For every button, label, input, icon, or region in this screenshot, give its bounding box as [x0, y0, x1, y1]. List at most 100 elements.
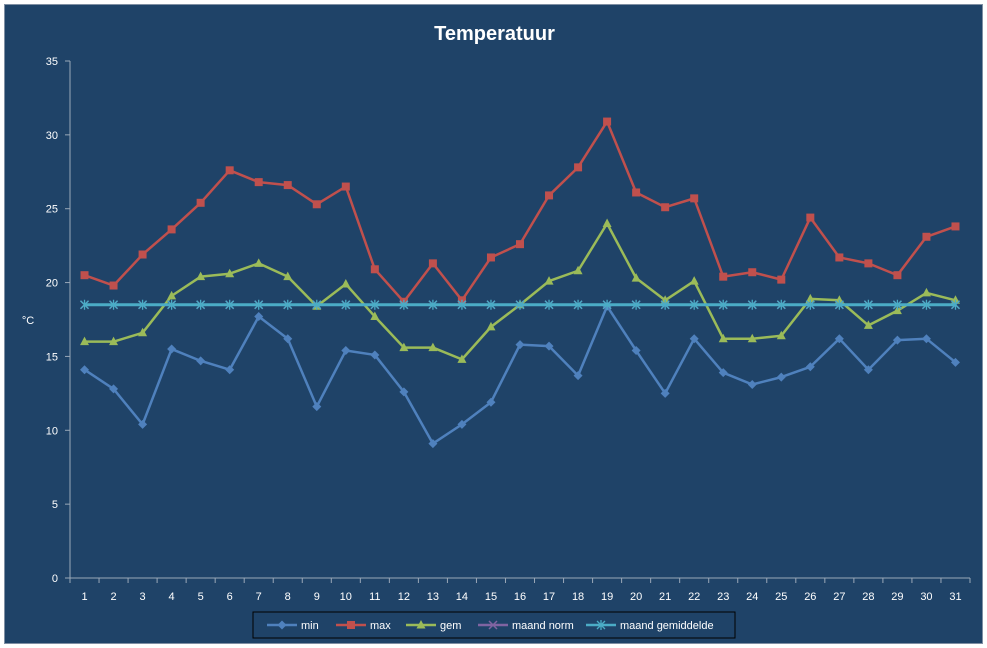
x-tick-label: 28	[862, 591, 874, 603]
data-point	[922, 232, 931, 241]
x-tick-label: 29	[891, 591, 903, 603]
data-point	[283, 181, 292, 190]
data-point	[80, 299, 89, 310]
data-point	[747, 333, 757, 343]
data-point	[545, 191, 554, 200]
legend-item: min	[267, 620, 319, 632]
x-tick-label: 19	[601, 591, 613, 603]
data-point	[167, 299, 177, 310]
data-point	[138, 250, 147, 259]
x-tick-label: 7	[256, 591, 262, 603]
data-point	[893, 271, 902, 280]
data-point	[776, 372, 786, 382]
data-point	[457, 299, 467, 310]
y-tick-label: 10	[46, 425, 58, 437]
x-tick-label: 6	[227, 591, 233, 603]
data-point	[747, 299, 757, 310]
data-point	[863, 299, 873, 310]
data-point	[370, 299, 380, 310]
x-tick-label: 9	[314, 591, 320, 603]
data-point	[196, 299, 206, 310]
data-point	[80, 365, 90, 375]
x-tick-label: 2	[110, 591, 116, 603]
data-point	[225, 299, 235, 310]
data-point	[515, 299, 525, 310]
data-point	[486, 253, 495, 262]
data-point	[573, 371, 583, 381]
data-point	[167, 225, 176, 234]
y-axis-label: °C	[22, 315, 34, 327]
data-point	[864, 259, 873, 268]
data-point	[805, 362, 815, 372]
data-point	[544, 341, 554, 351]
data-point	[457, 354, 467, 363]
y-tick-label: 20	[46, 278, 58, 290]
data-point	[138, 327, 148, 337]
data-point	[719, 272, 728, 281]
data-point	[341, 346, 351, 356]
data-point	[602, 299, 612, 310]
data-point	[486, 321, 496, 331]
data-point	[544, 276, 554, 285]
data-point	[109, 336, 119, 346]
data-point	[428, 439, 438, 449]
data-point	[950, 357, 960, 367]
x-tick-label: 17	[543, 591, 555, 603]
legend-swatch-marker	[596, 620, 606, 630]
data-point	[341, 182, 350, 191]
series-maand-gemiddelde	[80, 299, 960, 310]
data-point	[776, 330, 786, 340]
data-point	[892, 299, 902, 310]
data-point	[225, 268, 235, 278]
data-point	[921, 299, 931, 310]
y-tick-label: 15	[46, 351, 58, 363]
data-point	[254, 258, 264, 267]
data-point	[80, 271, 89, 280]
data-point	[544, 299, 554, 310]
legend-swatch-marker	[277, 620, 287, 630]
legend-item: maand norm	[478, 620, 574, 632]
data-point	[225, 166, 234, 175]
data-point	[573, 299, 583, 310]
data-point	[312, 200, 321, 209]
data-point	[341, 279, 351, 288]
data-point	[428, 259, 437, 268]
data-point	[892, 305, 902, 315]
legend-item: maand gemiddelde	[586, 620, 714, 632]
data-point	[661, 203, 670, 212]
data-point	[834, 299, 844, 310]
legend: min max gem maand norm maand gemiddelde	[252, 611, 736, 639]
x-tick-label: 25	[775, 591, 787, 603]
y-tick-label: 30	[46, 130, 58, 142]
data-point	[225, 365, 235, 375]
x-tick-label: 12	[398, 591, 410, 603]
data-point	[776, 299, 786, 310]
x-tick-label: 8	[285, 591, 291, 603]
data-point	[283, 334, 293, 344]
series-layer	[79, 117, 961, 449]
data-point	[834, 334, 844, 344]
data-point	[573, 265, 583, 275]
data-point	[689, 299, 699, 310]
data-point	[602, 218, 612, 227]
data-point	[370, 311, 380, 321]
series-line	[83, 304, 957, 445]
y-tick-label: 25	[46, 204, 58, 216]
data-point	[805, 293, 815, 303]
data-point	[632, 188, 641, 197]
x-tick-label: 13	[427, 591, 439, 603]
data-point	[196, 356, 206, 366]
data-point	[138, 299, 148, 310]
data-point	[399, 342, 409, 352]
data-point	[806, 213, 815, 222]
data-point	[747, 379, 757, 389]
data-point	[341, 299, 351, 310]
data-point	[631, 299, 641, 310]
data-point	[835, 253, 844, 262]
x-tick-label: 18	[572, 591, 584, 603]
data-point	[951, 299, 960, 310]
data-point	[428, 342, 438, 352]
data-point	[109, 281, 118, 290]
